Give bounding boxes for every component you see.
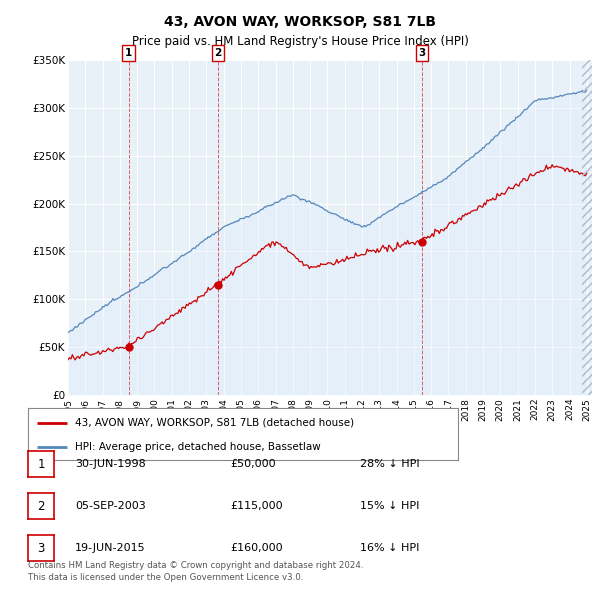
Text: 16% ↓ HPI: 16% ↓ HPI [360,543,419,553]
Text: £160,000: £160,000 [230,543,283,553]
Text: 30-JUN-1998: 30-JUN-1998 [75,459,146,469]
Text: HPI: Average price, detached house, Bassetlaw: HPI: Average price, detached house, Bass… [76,442,321,452]
Text: 1: 1 [37,457,45,470]
Text: 19-JUN-2015: 19-JUN-2015 [75,543,146,553]
Text: 1: 1 [125,48,132,58]
Text: 3: 3 [418,48,425,58]
Text: 43, AVON WAY, WORKSOP, S81 7LB (detached house): 43, AVON WAY, WORKSOP, S81 7LB (detached… [76,418,355,428]
Text: 05-SEP-2003: 05-SEP-2003 [75,501,146,511]
Text: 2: 2 [214,48,221,58]
Text: Price paid vs. HM Land Registry's House Price Index (HPI): Price paid vs. HM Land Registry's House … [131,35,469,48]
Text: 28% ↓ HPI: 28% ↓ HPI [360,459,419,469]
Text: £115,000: £115,000 [230,501,283,511]
Bar [581,60,592,395]
Text: 2: 2 [37,500,45,513]
Text: 15% ↓ HPI: 15% ↓ HPI [360,501,419,511]
Text: Contains HM Land Registry data © Crown copyright and database right 2024.
This d: Contains HM Land Registry data © Crown c… [28,561,364,582]
Text: £50,000: £50,000 [230,459,275,469]
Text: 43, AVON WAY, WORKSOP, S81 7LB: 43, AVON WAY, WORKSOP, S81 7LB [164,15,436,29]
Text: 3: 3 [37,542,44,555]
